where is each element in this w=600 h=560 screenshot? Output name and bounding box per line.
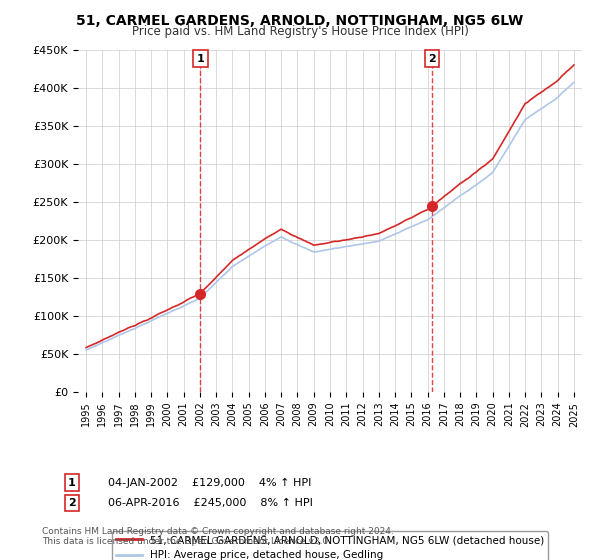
Text: 04-JAN-2002    £129,000    4% ↑ HPI: 04-JAN-2002 £129,000 4% ↑ HPI <box>108 478 311 488</box>
Text: 1: 1 <box>68 478 76 488</box>
Text: Contains HM Land Registry data © Crown copyright and database right 2024.
This d: Contains HM Land Registry data © Crown c… <box>42 526 394 546</box>
Text: 06-APR-2016    £245,000    8% ↑ HPI: 06-APR-2016 £245,000 8% ↑ HPI <box>108 498 313 508</box>
Text: 51, CARMEL GARDENS, ARNOLD, NOTTINGHAM, NG5 6LW: 51, CARMEL GARDENS, ARNOLD, NOTTINGHAM, … <box>76 14 524 28</box>
Text: 2: 2 <box>428 54 436 64</box>
Legend: 51, CARMEL GARDENS, ARNOLD, NOTTINGHAM, NG5 6LW (detached house), HPI: Average p: 51, CARMEL GARDENS, ARNOLD, NOTTINGHAM, … <box>112 531 548 560</box>
Text: Price paid vs. HM Land Registry's House Price Index (HPI): Price paid vs. HM Land Registry's House … <box>131 25 469 38</box>
Text: 1: 1 <box>197 54 204 64</box>
Text: 2: 2 <box>68 498 76 508</box>
